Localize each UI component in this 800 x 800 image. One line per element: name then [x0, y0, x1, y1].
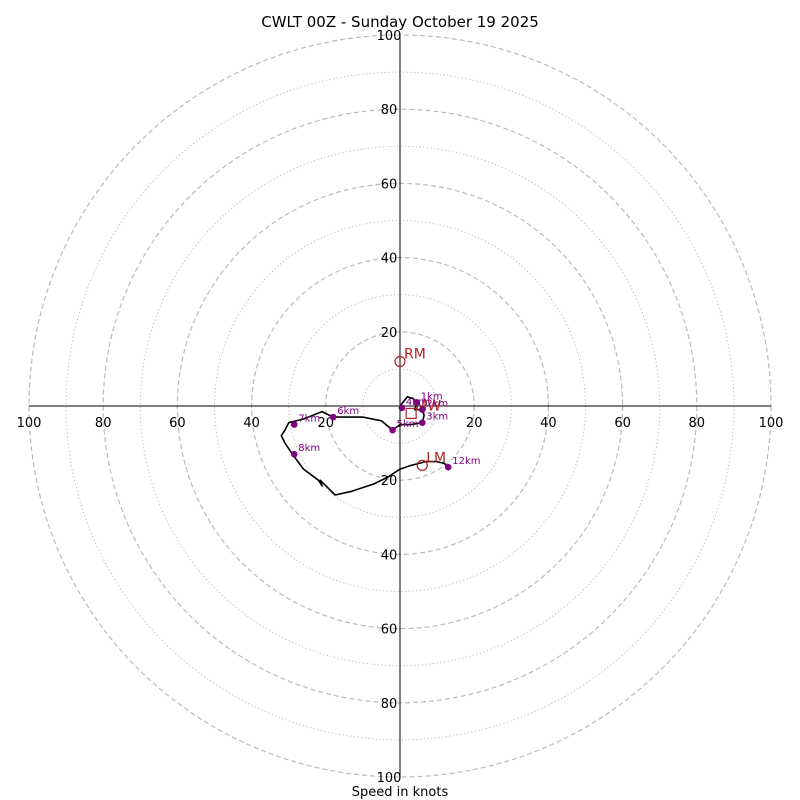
- chart-title: CWLT 00Z - Sunday October 19 2025: [261, 13, 539, 31]
- y-tick-label: 20: [381, 326, 398, 341]
- height-marker-1km: [413, 398, 420, 406]
- motion-lm-label: LM: [426, 450, 446, 466]
- x-tick-label: 80: [95, 416, 112, 431]
- height-marker-12km: [444, 463, 452, 471]
- height-marker-6km: [329, 413, 337, 421]
- y-tick-label: 100: [377, 29, 402, 44]
- x-tick-label: 40: [540, 416, 557, 431]
- motion-rm-label: RM: [404, 346, 426, 362]
- height-label-5km: 5km: [397, 419, 419, 430]
- y-tick-label: 100: [377, 771, 402, 786]
- y-tick-label: 80: [381, 103, 398, 118]
- y-tick-label: 40: [381, 548, 398, 563]
- height-label-2km: 2km: [426, 399, 448, 410]
- height-label-12km: 12km: [452, 456, 480, 467]
- height-marker-4km: [398, 404, 406, 412]
- motion-rm-marker: [394, 355, 406, 368]
- hodograph-trace-group: [280, 395, 449, 496]
- height-marker-2km: [418, 406, 426, 414]
- x-tick-label: 100: [759, 416, 784, 431]
- hodograph-trace: [280, 395, 449, 496]
- y-tick-label: 60: [381, 177, 398, 192]
- y-tick-label: 60: [381, 623, 398, 638]
- x-tick-label: 40: [243, 416, 260, 431]
- motion-mw-marker: [405, 407, 417, 420]
- height-label-3km: 3km: [426, 412, 448, 423]
- height-marker-8km: [290, 450, 298, 458]
- y-tick-label: 80: [381, 697, 398, 712]
- height-label-6km: 6km: [337, 406, 359, 417]
- height-marker-7km: [290, 421, 298, 428]
- y-tick-label: 40: [381, 252, 398, 267]
- x-tick-label: 20: [318, 416, 335, 431]
- height-label-7km: 7km: [298, 414, 320, 425]
- x-tick-label: 60: [614, 416, 631, 431]
- x-tick-label: 60: [169, 416, 186, 431]
- height-label-8km: 8km: [298, 443, 320, 454]
- height-marker-5km: [389, 426, 396, 434]
- height-label-1km: 1km: [421, 391, 443, 402]
- x-tick-label: 80: [689, 416, 706, 431]
- height-marker-3km: [418, 419, 426, 426]
- x-tick-label: 100: [17, 416, 42, 431]
- height-label-4km: 4km: [406, 397, 428, 408]
- motion-lm-marker: [416, 459, 428, 471]
- tick-labels: 100 80 60 40 20 20 40 60 80 100100806040202040608…: [17, 29, 784, 786]
- x-tick-label: 20: [466, 416, 483, 431]
- x-axis-label: Speed in knots: [352, 785, 449, 800]
